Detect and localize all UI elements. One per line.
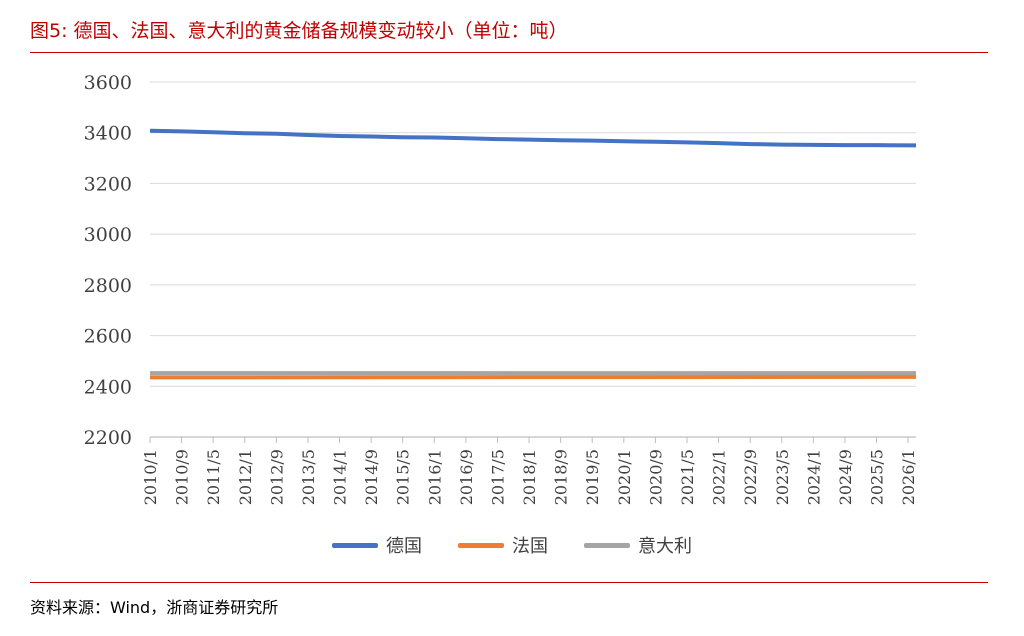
legend-swatch <box>458 542 504 548</box>
y-tick-label: 2400 <box>84 376 132 398</box>
source-rule <box>30 582 988 583</box>
y-tick-label: 3200 <box>84 173 132 195</box>
source-note: 资料来源：Wind，浙商证券研究所 <box>30 598 279 617</box>
y-tick-label: 3000 <box>84 224 132 246</box>
y-tick-label: 3600 <box>84 72 132 94</box>
x-tick-label: 2015/5 <box>394 449 413 505</box>
x-tick-label: 2026/1 <box>899 449 918 505</box>
x-tick-label: 2010/1 <box>141 449 160 505</box>
y-tick-label: 3400 <box>84 123 132 145</box>
x-tick-label: 2014/1 <box>331 449 350 505</box>
x-tick-label: 2012/9 <box>267 449 286 505</box>
y-tick-label: 2600 <box>84 326 132 348</box>
x-tick-label: 2016/1 <box>425 449 444 505</box>
x-tick-label: 2024/9 <box>836 449 855 505</box>
legend: 德国 法国 意大利 <box>0 532 1024 558</box>
x-tick-label: 2019/5 <box>583 449 602 505</box>
legend-swatch <box>332 542 378 548</box>
legend-label: 德国 <box>386 536 422 557</box>
x-tick-label: 2024/1 <box>804 449 823 505</box>
x-tick-label: 2014/9 <box>362 449 381 505</box>
figure-title: 图5: 德国、法国、意大利的黄金储备规模变动较小（单位：吨） <box>30 20 568 42</box>
x-tick-label: 2013/5 <box>299 449 318 505</box>
legend-item: 德国 <box>332 532 422 558</box>
x-tick-label: 2016/9 <box>457 449 476 505</box>
title-rule <box>30 52 988 53</box>
y-tick-label: 2200 <box>84 427 132 449</box>
legend-item: 意大利 <box>584 532 692 558</box>
legend-label: 法国 <box>512 536 548 557</box>
legend-swatch <box>584 542 630 548</box>
x-tick-label: 2022/1 <box>710 449 729 505</box>
legend-item: 法国 <box>458 532 548 558</box>
series-line <box>149 374 917 380</box>
x-tick-label: 2023/5 <box>773 449 792 505</box>
legend-label: 意大利 <box>638 536 692 557</box>
y-axis: 2200 2400 2600 2800 3000 3200 3400 3600 <box>84 72 132 449</box>
x-tick-label: 2017/5 <box>488 449 507 505</box>
x-tick-label: 2020/1 <box>615 449 634 505</box>
grid-lines <box>150 81 916 387</box>
x-tick-label: 2018/1 <box>520 449 539 505</box>
x-axis: 2010/1 2010/9 2011/5 2012/1 2012/9 2013/5 2014… <box>141 436 918 505</box>
y-tick-label: 2800 <box>84 275 132 297</box>
x-tick-label: 2012/1 <box>236 449 255 505</box>
x-tick-label: 2021/5 <box>678 449 697 505</box>
x-tick-label: 2010/9 <box>173 449 192 505</box>
x-tick-label: 2025/5 <box>868 449 887 505</box>
x-tick-label: 2018/9 <box>552 449 571 505</box>
x-tick-label: 2022/9 <box>741 449 760 505</box>
x-tick-label: 2011/5 <box>204 449 223 505</box>
series-line <box>149 128 917 148</box>
series-lines <box>149 128 917 380</box>
x-tick-label: 2020/9 <box>646 449 665 505</box>
